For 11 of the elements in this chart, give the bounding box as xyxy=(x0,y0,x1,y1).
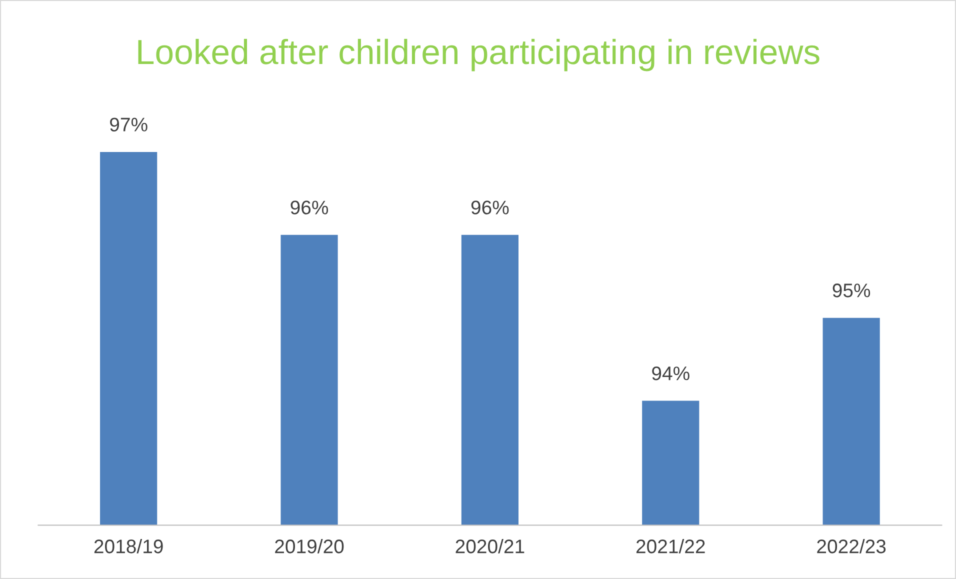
x-tick-label: 2022/23 xyxy=(817,539,886,554)
data-label: 97% xyxy=(110,118,148,132)
x-tick-label: 2018/19 xyxy=(94,539,163,554)
data-label: 96% xyxy=(290,200,328,214)
chart-title: Looked after children participating in reviews xyxy=(138,38,820,72)
x-tick-label: 2021/22 xyxy=(636,539,705,554)
data-label: 95% xyxy=(832,284,870,298)
x-tick-label: 2020/21 xyxy=(456,539,524,554)
data-label: 94% xyxy=(652,366,690,380)
x-tick-label: 2019/20 xyxy=(275,539,344,554)
data-label: 96% xyxy=(471,200,509,214)
